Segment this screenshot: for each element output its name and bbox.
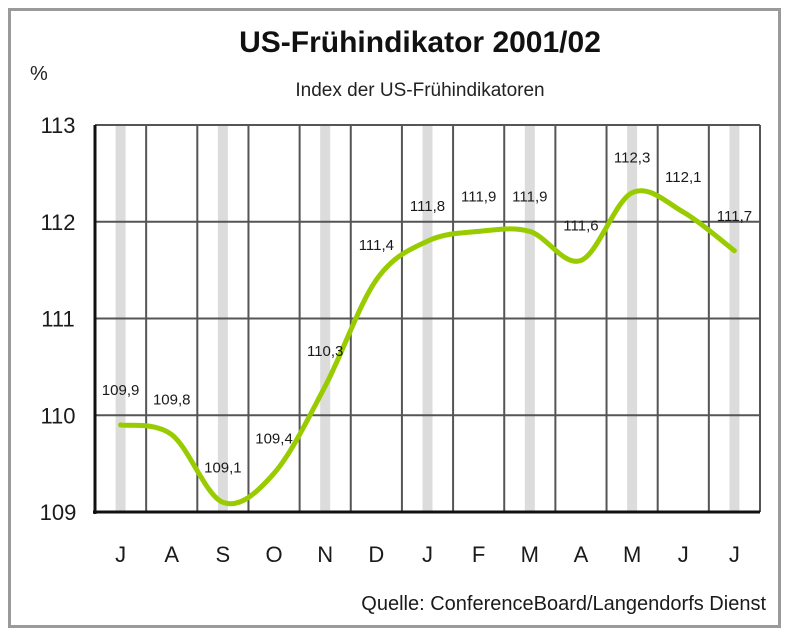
x-tick-label: M bbox=[521, 542, 539, 567]
x-tick-label: J bbox=[729, 542, 740, 567]
x-tick-label: A bbox=[164, 542, 179, 567]
y-axis-unit: % bbox=[30, 63, 48, 85]
data-label: 109,9 bbox=[102, 382, 140, 399]
x-tick-label: M bbox=[623, 542, 641, 567]
x-tick-label: J bbox=[678, 542, 689, 567]
x-tick-label: F bbox=[472, 542, 485, 567]
data-label: 112,3 bbox=[614, 150, 650, 167]
chart-title: US-Frühindikator 2001/02 bbox=[239, 26, 601, 59]
data-label: 109,1 bbox=[204, 459, 242, 476]
data-label: 111,7 bbox=[717, 208, 752, 225]
data-label: 111,9 bbox=[512, 188, 547, 205]
axes bbox=[93, 125, 760, 514]
source-note: Quelle: ConferenceBoard/Langendorfs Dien… bbox=[361, 593, 766, 615]
data-labels: 109,9 109,8 109,1 109,4 110,3 111,4 111,8 111,9… bbox=[102, 150, 752, 477]
data-label: 111,6 bbox=[563, 217, 598, 234]
x-tick-label: J bbox=[115, 542, 126, 567]
x-tick-label: J bbox=[422, 542, 433, 567]
data-label: 111,4 bbox=[359, 237, 394, 254]
y-tick-label: 112 bbox=[40, 210, 75, 235]
y-tick-label: 113 bbox=[40, 113, 75, 138]
data-label: 112,1 bbox=[665, 169, 701, 186]
y-tick-labels: 109 110 111 112 113 bbox=[40, 113, 77, 525]
data-label: 111,9 bbox=[461, 188, 496, 205]
chart-subtitle: Index der US-Frühindikatoren bbox=[295, 80, 544, 101]
series-line bbox=[118, 188, 737, 507]
y-tick-label: 109 bbox=[40, 500, 77, 525]
data-label: 111,8 bbox=[410, 198, 445, 215]
x-tick-label: A bbox=[574, 542, 589, 567]
y-tick-label: 110 bbox=[40, 403, 75, 428]
x-tick-label: S bbox=[216, 542, 231, 567]
data-label: 109,4 bbox=[255, 430, 293, 447]
data-label: 110,3 bbox=[307, 343, 343, 360]
y-tick-label: 111 bbox=[41, 307, 74, 332]
x-tick-label: O bbox=[265, 542, 282, 567]
x-tick-label: D bbox=[368, 542, 384, 567]
x-tick-label: N bbox=[317, 542, 333, 567]
data-label: 109,8 bbox=[153, 392, 191, 409]
